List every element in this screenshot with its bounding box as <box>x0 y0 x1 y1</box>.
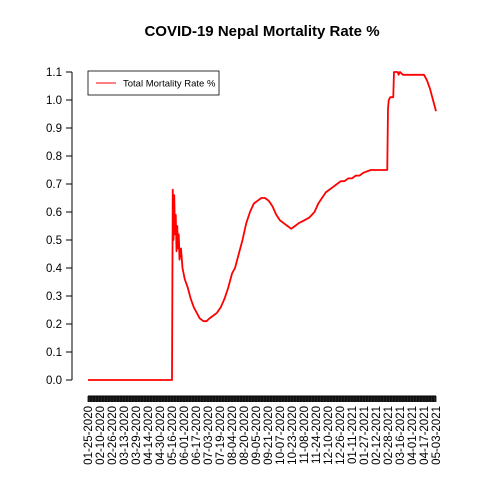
x-tick-label: 02-12-2021 <box>371 406 383 465</box>
y-tick-label: 1.0 <box>46 95 62 107</box>
y-tick-label: 0.7 <box>46 179 62 191</box>
series-line-total-mortality-rate <box>88 71 437 381</box>
y-tick-label: 0.6 <box>46 207 62 219</box>
y-tick-label: 1.1 <box>46 67 62 79</box>
x-tick-label: 06-17-2020 <box>191 406 203 465</box>
y-tick-label: 0.8 <box>46 151 62 163</box>
x-tick-label: 04-14-2020 <box>143 406 155 465</box>
x-tick-label: 09-21-2020 <box>263 406 275 465</box>
y-tick-label: 0.4 <box>46 263 63 275</box>
x-tick-label: 04-17-2021 <box>419 406 431 465</box>
y-tick-label: 0.2 <box>46 319 62 331</box>
x-tick-label: 08-20-2020 <box>239 406 251 465</box>
x-tick-label: 07-19-2020 <box>215 406 227 465</box>
x-tick-label: 07-03-2020 <box>203 406 215 465</box>
x-tick-label: 01-11-2021 <box>347 406 359 464</box>
legend: Total Mortality Rate % <box>87 70 220 96</box>
y-tick-label: 0.9 <box>46 123 62 135</box>
x-tick-label: 11-24-2020 <box>311 406 323 464</box>
x-tick-label: 10-07-2020 <box>275 406 287 465</box>
x-tick-label: 11-08-2020 <box>299 406 311 464</box>
x-tick-label: 12-26-2020 <box>335 406 347 465</box>
y-tick-label: 0.5 <box>46 235 62 247</box>
x-tick-label: 06-01-2020 <box>179 406 191 465</box>
x-tick-label: 05-16-2020 <box>167 406 179 465</box>
x-axis: 01-25-2020 02-10-2020 02-26-2020 03-13-2020… <box>83 395 443 465</box>
x-tick-label: 01-25-2020 <box>83 406 95 465</box>
x-tick-label: 12-10-2020 <box>323 406 335 465</box>
x-tick-label: 10-23-2020 <box>287 406 299 465</box>
legend-label: Total Mortality Rate % <box>123 79 216 90</box>
x-tick-label: 05-03-2021 <box>431 406 443 465</box>
x-tick-label: 09-05-2020 <box>251 406 263 465</box>
x-tick-label: 01-27-2021 <box>359 406 371 465</box>
y-axis: 0.0 0.1 0.2 0.3 0.4 0.5 0.6 0.7 0.8 0.9 1.0 1.1 <box>46 67 73 387</box>
y-tick-label: 0.0 <box>46 375 62 387</box>
x-tick-label: 03-16-2021 <box>395 406 407 465</box>
x-tick-label: 02-10-2020 <box>95 406 107 465</box>
x-tick-label: 03-29-2020 <box>131 406 143 465</box>
x-tick-label: 08-04-2020 <box>227 406 239 465</box>
chart-title: COVID-19 Nepal Mortality Rate % <box>144 23 379 40</box>
x-tick-label: 04-01-2021 <box>407 406 419 465</box>
series-layer <box>88 71 437 381</box>
x-tick-label: 03-13-2020 <box>119 406 131 465</box>
y-tick-label: 0.1 <box>46 347 62 359</box>
x-tick-label: 02-26-2020 <box>107 406 119 465</box>
x-tick-label: 04-30-2020 <box>155 406 167 465</box>
x-tick-label: 02-28-2021 <box>383 406 395 465</box>
y-tick-label: 0.3 <box>46 291 62 303</box>
